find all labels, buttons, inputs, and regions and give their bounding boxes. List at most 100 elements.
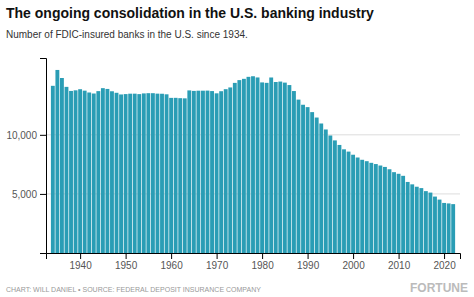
bar: [378, 166, 382, 253]
bar: [401, 176, 405, 253]
bar: [101, 88, 105, 253]
bar: [397, 174, 401, 253]
footer-logo: FORTUNE: [410, 281, 468, 295]
bar: [256, 77, 260, 253]
bar: [128, 94, 132, 253]
bar: [60, 78, 64, 253]
bar: [274, 82, 278, 253]
bar: [65, 87, 69, 253]
bar: [137, 94, 141, 253]
bar: [374, 164, 378, 253]
bar: [206, 91, 210, 253]
bar: [87, 92, 91, 253]
bar: [237, 80, 241, 253]
plot: 1940 1950 1960 1970 1980 1990 2000 2010 2020 5,00…: [6, 59, 460, 272]
bar: [297, 100, 301, 253]
x-tick-label: 1990: [297, 260, 320, 271]
x-tick-label: 1960: [160, 260, 183, 271]
x-tick: 1980: [251, 253, 274, 271]
bar: [292, 91, 296, 253]
bar: [247, 77, 251, 253]
x-tick: 2010: [388, 253, 411, 271]
bar: [310, 112, 314, 253]
bar: [365, 161, 369, 253]
marks: [51, 70, 455, 253]
bar: [69, 91, 73, 253]
x-tick: 1940: [69, 253, 92, 271]
bar: [360, 160, 364, 253]
bar: [301, 105, 305, 253]
bar: [160, 94, 164, 253]
bar: [369, 163, 373, 253]
bar: [183, 98, 187, 253]
bar: [319, 123, 323, 253]
bar: [424, 191, 428, 253]
bar: [433, 197, 437, 253]
bar: [92, 94, 96, 253]
title: The ongoing consolidation in the U.S. ba…: [6, 5, 374, 21]
bar: [306, 107, 310, 253]
bar: [451, 204, 455, 253]
x-tick-mark: [80, 253, 81, 259]
bar: [224, 89, 228, 253]
bar: [219, 91, 223, 253]
x-tick-mark: [444, 253, 445, 259]
x-tick: 2020: [433, 253, 456, 271]
bar: [156, 94, 160, 253]
bar: [192, 91, 196, 253]
bar: [315, 118, 319, 253]
x-tick-mark: [262, 253, 263, 259]
bar: [196, 91, 200, 253]
bar: [278, 82, 282, 253]
y-axis: 5,00010,000: [6, 59, 46, 254]
bar: [347, 152, 351, 253]
x-tick-mark: [308, 253, 309, 259]
bar: [142, 93, 146, 253]
x-tick-label: 2010: [388, 260, 411, 271]
bar: [169, 98, 173, 253]
bar: [96, 91, 100, 253]
y-tick-label: 10,000: [6, 130, 37, 141]
bar: [51, 86, 55, 253]
bar: [251, 76, 255, 253]
y-tick-mark: [40, 135, 46, 136]
bar: [146, 93, 150, 253]
x-tick-label: 1940: [69, 260, 92, 271]
x-tick-label: 1970: [206, 260, 229, 271]
x-tick-label: 2020: [433, 260, 456, 271]
bar: [119, 94, 123, 253]
bar: [78, 89, 82, 253]
bar: [265, 83, 269, 253]
bar: [174, 98, 178, 253]
bar: [124, 94, 128, 253]
y-axis-line: [40, 59, 47, 254]
bar: [210, 91, 214, 253]
bar: [283, 83, 287, 253]
bar: [133, 94, 137, 253]
bar: [287, 85, 291, 253]
x-tick: 2000: [342, 253, 365, 271]
bar: [342, 149, 346, 253]
bar: [83, 91, 87, 253]
bar: [447, 203, 451, 253]
bar: [442, 203, 446, 253]
bar: [228, 87, 232, 253]
bar: [438, 200, 442, 253]
bar: [115, 93, 119, 253]
x-tick-mark: [171, 253, 172, 259]
bar: [324, 129, 328, 253]
bar: [260, 82, 264, 253]
bar: [333, 140, 337, 253]
footer: CHART: WILL DANIEL • SOURCE: FEDERAL DEP…: [6, 286, 261, 293]
x-tick: 1970: [206, 253, 229, 271]
bar: [55, 70, 59, 253]
bar: [233, 83, 237, 253]
bar: [178, 98, 182, 253]
bar: [74, 90, 78, 253]
bar: [428, 193, 432, 253]
x-tick: 1950: [115, 253, 138, 271]
bar: [419, 188, 423, 253]
bar: [242, 79, 246, 253]
bar: [328, 136, 332, 253]
bar: [110, 91, 114, 253]
